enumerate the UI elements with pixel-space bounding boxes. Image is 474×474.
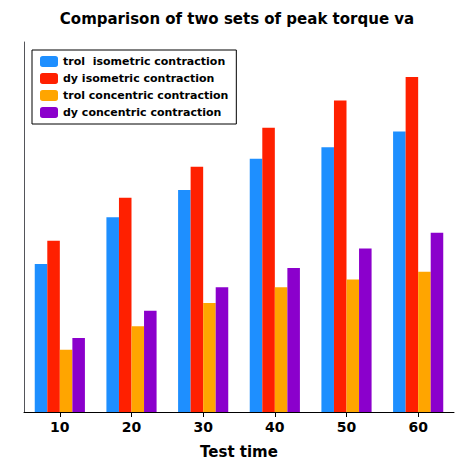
svg-text:trol isometric contraction: trol isometric contraction [63,55,225,68]
svg-text:dy concentric contraction: dy concentric contraction [63,106,221,119]
svg-text:dy isometric contraction: dy isometric contraction [63,72,214,85]
svg-text:trol concentric contraction: trol concentric contraction [63,89,228,102]
svg-text:20: 20 [122,419,142,435]
svg-text:40: 40 [265,419,285,435]
svg-text:Test time: Test time [200,443,278,461]
svg-text:10: 10 [50,419,70,435]
svg-text:30: 30 [193,419,213,435]
svg-text:50: 50 [337,419,357,435]
svg-text:60: 60 [408,419,428,435]
svg-text:Comparison of two sets of peak: Comparison of two sets of peak torque va [60,10,414,28]
